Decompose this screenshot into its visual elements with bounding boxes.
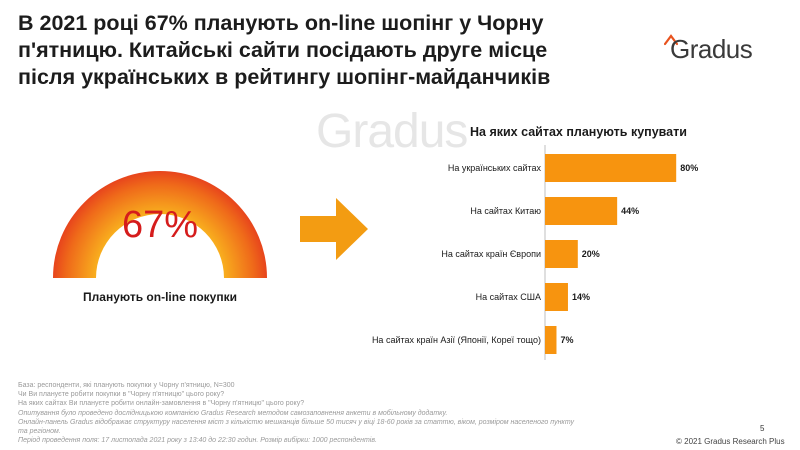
watermark: Gradus [316, 105, 468, 158]
logo-mark-icon [664, 34, 678, 46]
page-title: В 2021 році 67% планують on-line шопінг … [18, 10, 638, 91]
gauge-value: 67% [121, 204, 199, 246]
bar-2 [545, 240, 578, 268]
category-label-0: На українських сайтах [448, 163, 542, 173]
gauge-caption: Планують on-line покупки [83, 290, 237, 304]
note-method: Опитування було проведено дослідницькою … [18, 409, 448, 417]
bar-0 [545, 154, 677, 182]
note-question-2: На яких сайтах Ви плануєте робити онлайн… [18, 400, 305, 408]
note-question-1: Чи Ви плануєте робити покупки в "Чорну п… [18, 391, 225, 399]
category-label-4: На сайтах країн Азії (Японії, Кореї тощо… [372, 335, 541, 345]
note-period: Період проведення поля: 17 листопада 202… [18, 437, 377, 445]
bar-3 [545, 283, 568, 311]
category-label-1: На сайтах Китаю [470, 206, 541, 216]
bar-4 [545, 326, 557, 354]
gauge-chart [52, 170, 267, 278]
chart-title: На яких сайтах планують купувати [470, 125, 687, 139]
copyright: © 2021 Gradus Research Plus [676, 437, 785, 446]
category-label-3: На сайтах США [476, 292, 541, 302]
bar-chart: На українських сайтах 80% На сайтах Китаю 4… [372, 145, 698, 360]
title-line-3: після українських в рейтингу шопінг-майд… [18, 65, 551, 89]
page-number: 5 [760, 424, 765, 433]
category-label-2: На сайтах країн Європи [441, 249, 541, 259]
value-label-4: 7% [560, 335, 573, 345]
value-label-1: 44% [621, 206, 639, 216]
title-line-2: п'ятницю. Китайські сайти посідають друг… [18, 38, 548, 62]
title-line-1: В 2021 році 67% планують on-line шопінг … [18, 11, 544, 35]
bar-1 [545, 197, 618, 225]
footnotes: База: респонденти, які планують покупки … [18, 381, 578, 445]
value-label-2: 20% [582, 249, 600, 259]
note-panel: Онлайн-панель Gradus відображає структур… [18, 418, 574, 436]
gauge-arc [52, 170, 267, 278]
note-base: База: респонденти, які планують покупки … [18, 382, 235, 389]
logo-text: Gradus [670, 34, 753, 64]
value-label-0: 80% [680, 163, 698, 173]
gradus-logo: Gradus [664, 34, 774, 64]
right-arrow-icon [300, 198, 368, 260]
value-label-3: 14% [572, 292, 590, 302]
